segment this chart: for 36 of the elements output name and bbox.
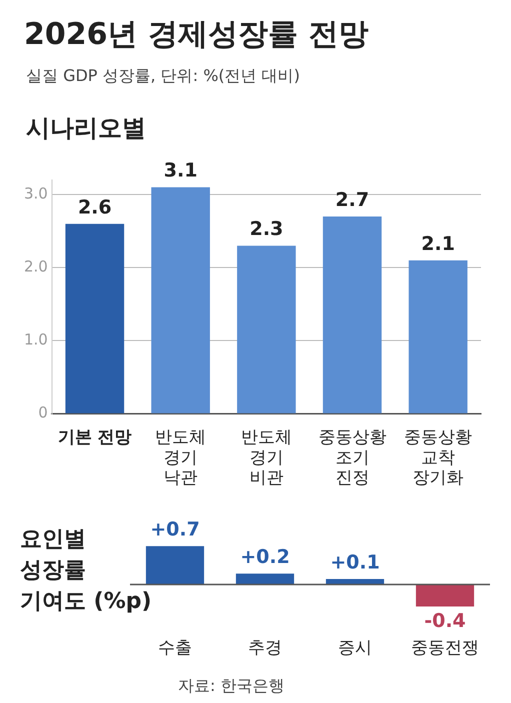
- data-label: 2.3: [250, 218, 284, 240]
- bar: [236, 574, 294, 585]
- y-tick-label: 1.0: [24, 330, 48, 349]
- bar: [408, 260, 468, 414]
- text: 시나리오별: [26, 113, 146, 144]
- text: 요인별 성장률 기여도 (%p): [20, 526, 152, 616]
- bar: [151, 187, 210, 414]
- chart-title: 2026년 경제성장률 전망: [24, 16, 368, 54]
- data-label: 3.1: [164, 160, 198, 182]
- bar: [146, 546, 204, 585]
- bar: [326, 579, 384, 585]
- bar: [416, 584, 474, 606]
- y-tick-label: 0: [38, 404, 48, 422]
- bar: [65, 224, 124, 414]
- chart-subtitle: 실질 GDP 성장률, 단위: %(전년 대비): [26, 66, 300, 87]
- data-label: +0.1: [330, 551, 380, 574]
- x-tick-label: 반도체 경기 낙관: [155, 427, 206, 488]
- data-label: +0.7: [150, 518, 200, 541]
- x-tick-label: 중동전쟁: [411, 638, 479, 658]
- bar: [237, 246, 296, 414]
- x-tick-label: 수출: [158, 638, 192, 658]
- y-tick-label: 3.0: [24, 184, 48, 203]
- data-label: 2.6: [78, 196, 112, 218]
- data-label: -0.4: [424, 610, 466, 632]
- data-label: 2.1: [421, 232, 455, 255]
- text: 자료: 한국은행: [178, 676, 284, 697]
- data-label: +0.2: [240, 546, 290, 568]
- x-tick-label: 기본 전망: [58, 427, 132, 448]
- x-tick-label: 증시: [338, 638, 372, 658]
- y-tick-label: 2.0: [24, 258, 48, 276]
- x-tick-label: 반도체 경기 비관: [240, 427, 292, 488]
- data-label: 2.7: [335, 188, 370, 211]
- bar: [322, 216, 382, 414]
- x-tick-label: 중동상황 교착 장기화: [404, 427, 472, 488]
- x-tick-label: 중동상황 조기 진정: [318, 427, 386, 488]
- x-tick-label: 추경: [248, 638, 282, 658]
